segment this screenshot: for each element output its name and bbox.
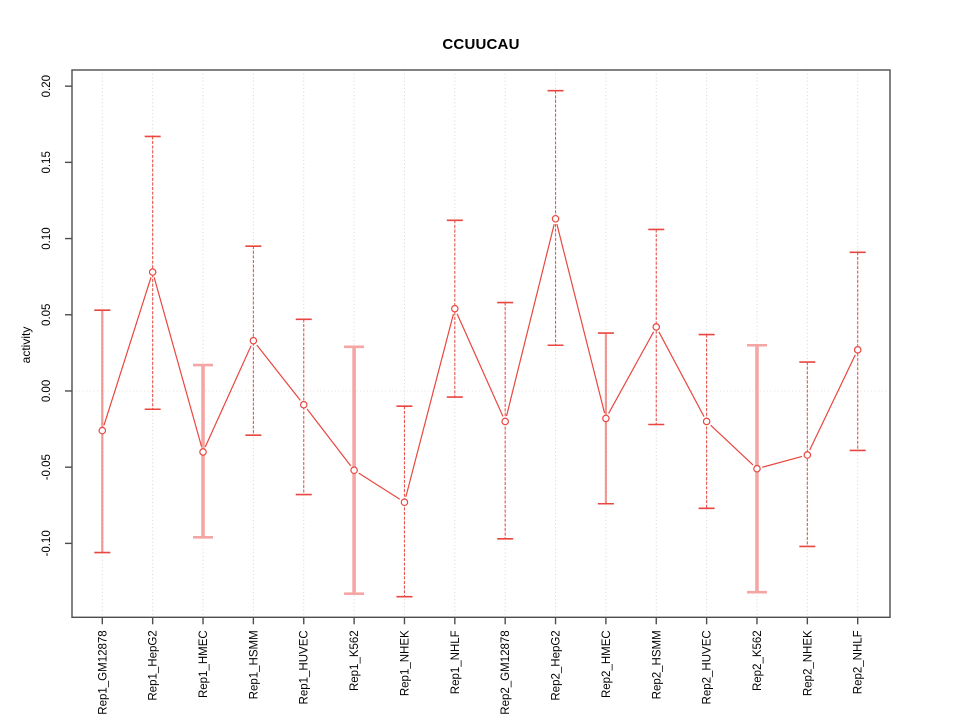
series-segment [505,223,555,417]
x-tick-label: Rep2_HMEC [601,630,613,698]
x-tick-label: Rep2_HepG2 [551,630,563,700]
x-tick-label: Rep1_K562 [349,630,361,691]
data-point [551,214,560,223]
gridlines [72,70,890,618]
y-tick-label: 0.15 [41,151,53,173]
x-tick-label: Rep2_GM12878 [500,630,512,714]
series-segment [809,354,856,451]
series-segment [608,331,655,414]
series-segment [710,424,754,466]
y-tick-label: -0.10 [41,530,53,556]
x-tick-label: Rep1_HepG2 [148,630,160,700]
data-point [451,304,459,313]
series-segment [153,277,203,447]
x-tick-label: Rep1_NHEK [399,630,411,696]
series-segment [103,277,152,426]
data-point [652,323,661,331]
x-tick-label: Rep1_NHLF [450,630,462,694]
x-tick-label: Rep1_HSMM [248,630,260,699]
x-tick-label: Rep2_HUVEC [702,630,714,704]
y-tick-label: 0.05 [41,304,53,326]
series-segment [556,223,606,414]
data-point [803,451,812,459]
data-point [400,498,409,507]
y-tick-label: -0.05 [41,454,53,480]
series-segment [204,345,252,448]
data-point [299,400,308,409]
series-segment [658,331,705,417]
data-point [753,464,761,473]
chart-title: CCUUCAU [442,36,520,53]
x-tick-label: Rep2_HSMM [651,630,663,699]
series-segment [306,408,352,467]
data-point [350,466,358,475]
series-segment [405,313,455,498]
y-axis: 0.20 0.15 0.10 0.05 0.00 -0.05 -0.10 [41,75,72,556]
series-segment [456,313,504,417]
plot-frame [71,69,891,618]
series-segment [762,455,803,468]
x-tick-label: Rep1_HUVEC [299,630,311,704]
data-point [199,448,207,456]
series-line [103,223,856,500]
y-tick-label: 0.00 [41,380,53,402]
y-tick-label: 0.10 [41,227,53,249]
x-tick-label: Rep1_GM12878 [97,630,109,714]
series-segment [358,472,401,500]
x-axis: Rep1_GM12878 Rep1_HepG2 Rep1_HMEC Rep1_HSMM… [97,617,865,715]
x-tick-label: Rep1_HMEC [198,630,210,698]
data-point [702,417,711,426]
data-point [98,426,107,435]
x-tick-label: Rep2_NHEK [802,630,814,696]
data-point [501,417,509,426]
data-point [148,268,157,276]
series-segment [256,344,301,401]
data-point [853,346,862,354]
data-point [602,414,610,423]
data-points [98,214,862,507]
x-tick-label: Rep2_NHLF [853,630,865,694]
x-tick-label: Rep2_K562 [752,630,764,691]
error-bars [94,89,866,598]
y-tick-label: 0.20 [41,75,53,97]
data-point [249,336,258,345]
